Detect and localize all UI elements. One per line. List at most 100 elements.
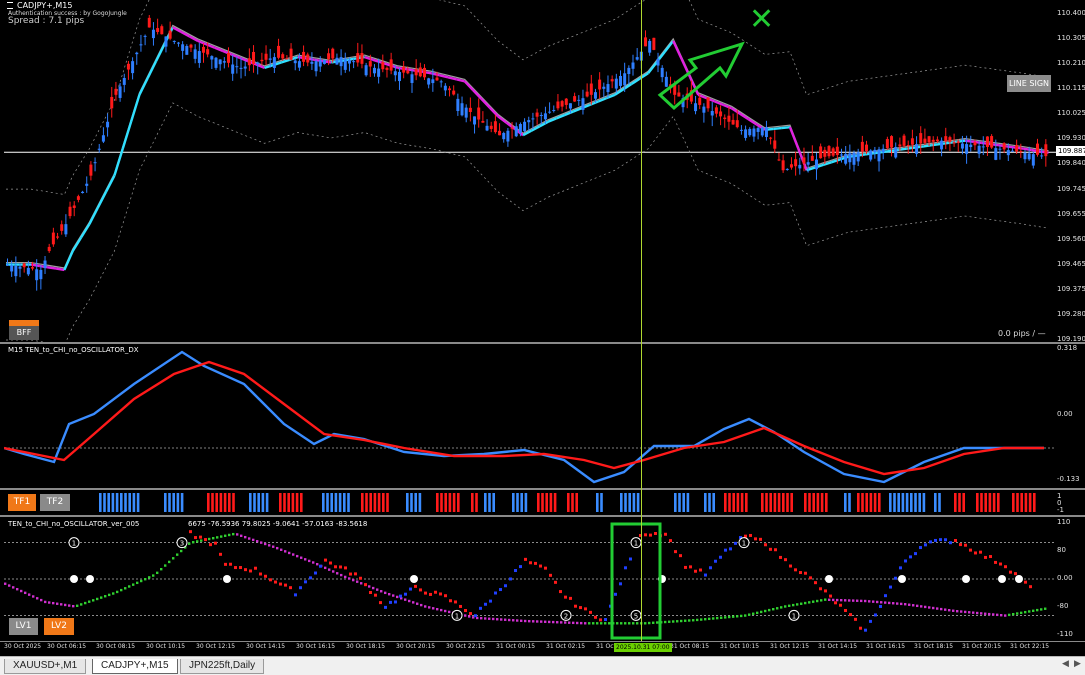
candle-body: [610, 79, 614, 82]
count-marker-label: 1: [742, 540, 746, 548]
slow-signal-dot: [444, 609, 447, 613]
tf-histogram-bar: [914, 493, 917, 512]
slow-signal-dot: [816, 599, 819, 603]
candle-body: [72, 205, 76, 208]
fast-signal-dot: [714, 559, 717, 563]
candle-body: [10, 265, 14, 272]
slow-signal-dot: [252, 538, 255, 542]
lv2-button[interactable]: LV2: [44, 618, 74, 635]
scroll-right-icon[interactable]: ▶: [1074, 659, 1081, 669]
fast-signal-dot: [584, 607, 587, 611]
candle-body: [247, 58, 251, 66]
oscillator-dx-pane[interactable]: M15 TEN_to_CHI_no_OSCILLATOR_DX: [4, 344, 1056, 488]
tf-histogram-bar: [136, 493, 140, 512]
trend-ma-segment: [647, 61, 658, 75]
slow-signal-dot: [180, 549, 183, 553]
slow-signal-dot: [412, 601, 415, 604]
scroll-left-icon[interactable]: ◀: [1062, 659, 1069, 669]
tab-jpn225[interactable]: JPN225ft,Daily: [180, 659, 265, 674]
fast-signal-dot: [984, 555, 987, 559]
chart-menu-icon[interactable]: [7, 2, 13, 9]
tf1-button[interactable]: TF1: [8, 494, 36, 511]
candle-body: [160, 26, 164, 35]
candle-body: [147, 17, 151, 28]
slow-signal-dot: [760, 610, 763, 614]
pane-separator[interactable]: [0, 515, 1085, 517]
tf-histogram-bar: [361, 493, 364, 512]
candle-body: [285, 58, 289, 60]
candle-body: [848, 153, 852, 163]
price-axis-tick-label: 109.280: [1057, 309, 1085, 318]
fast-signal-dot: [769, 547, 772, 551]
candle-body: [598, 79, 602, 90]
oscillator-dx-title: M15 TEN_to_CHI_no_OSCILLATOR_DX: [8, 346, 139, 354]
fast-signal-dot: [649, 533, 652, 537]
slow-signal-dot: [652, 621, 655, 624]
slow-signal-dot: [864, 599, 867, 603]
pane-separator[interactable]: [0, 342, 1085, 344]
fast-signal-dot: [604, 618, 607, 622]
slow-signal-dot: [1024, 610, 1027, 614]
fast-signal-dot: [679, 554, 682, 558]
tf-histogram-bar: [103, 493, 106, 512]
tf-histogram-bar: [674, 493, 677, 512]
zero-cross-marker-icon: [998, 575, 1006, 583]
candle-body: [664, 76, 668, 87]
close-x-icon[interactable]: ✕: [749, 2, 775, 37]
candle-body: [189, 44, 193, 48]
pane-separator[interactable]: [0, 488, 1085, 490]
slow-signal-dot: [44, 600, 47, 604]
oscillator-values: 6675 -76.5936 79.8025 -9.0641 -57.0163 -…: [188, 520, 368, 528]
crosshair-line[interactable]: [641, 0, 642, 641]
bff-button[interactable]: BFF: [9, 320, 39, 340]
fast-signal-dot: [744, 534, 747, 538]
lv1-button[interactable]: LV1: [9, 618, 38, 635]
trend-ma-segment: [522, 129, 532, 137]
trend-ma-segment: [730, 107, 741, 115]
slow-signal-dot: [428, 606, 431, 609]
slow-signal-dot: [700, 618, 703, 621]
candle-body: [406, 70, 410, 74]
trend-ma-segment: [138, 77, 149, 96]
candle-body: [122, 77, 126, 85]
slow-signal-dot: [800, 602, 803, 605]
candle-body: [606, 84, 610, 93]
tf-histogram-bar: [520, 493, 523, 512]
slow-signal-dot: [128, 585, 131, 588]
tf-histogram-bar: [889, 493, 892, 512]
candle-body: [840, 154, 843, 156]
slow-signal-dot: [620, 622, 623, 625]
tab-xauusd[interactable]: XAUUSD+,M1: [4, 659, 87, 674]
tf-histogram-bar: [1016, 493, 1019, 512]
fast-signal-dot: [949, 541, 952, 545]
slow-signal-dot: [148, 576, 151, 579]
tf2-button[interactable]: TF2: [40, 494, 70, 511]
slow-signal-dot: [976, 611, 979, 615]
candle-body: [356, 53, 360, 63]
tf-histogram-bar: [816, 493, 820, 512]
slow-signal-dot: [8, 584, 11, 587]
price-axis-tick-label: 109.465: [1057, 259, 1085, 268]
candle-body: [789, 164, 793, 168]
candle-body: [702, 106, 706, 113]
tf-histogram-bar: [99, 493, 102, 512]
tf-histogram-pane[interactable]: TF1 TF2: [4, 490, 1056, 515]
time-axis-label: 31 Oct 16:15: [866, 643, 906, 650]
tf-histogram-bar: [984, 493, 987, 512]
candle-body: [106, 121, 110, 128]
tf-histogram-bar: [347, 493, 350, 512]
slow-signal-dot: [716, 616, 719, 620]
tf-histogram-bar: [373, 493, 377, 512]
price-chart-pane[interactable]: CADJPY+,M15 Authentication success : by …: [4, 0, 1056, 342]
time-axis-label: 31 Oct 02:15: [546, 643, 586, 650]
count-marker-label: 3: [180, 540, 184, 548]
oscillator-ver005-pane[interactable]: 1 3 1 2 5 1 1 1 TEN_to_CHI_no_OSCILLATOR_ver_00…: [4, 517, 1056, 641]
line-sign-button[interactable]: LINE SIGN: [1007, 75, 1051, 92]
candle-body: [101, 135, 105, 142]
fast-signal-dot: [429, 592, 432, 596]
slow-signal-dot: [568, 621, 571, 624]
candle-body: [860, 141, 864, 152]
time-axis-label: 30 Oct 16:15: [296, 643, 336, 650]
tab-cadjpy[interactable]: CADJPY+,M15: [92, 659, 178, 674]
slow-signal-dot: [448, 610, 451, 614]
